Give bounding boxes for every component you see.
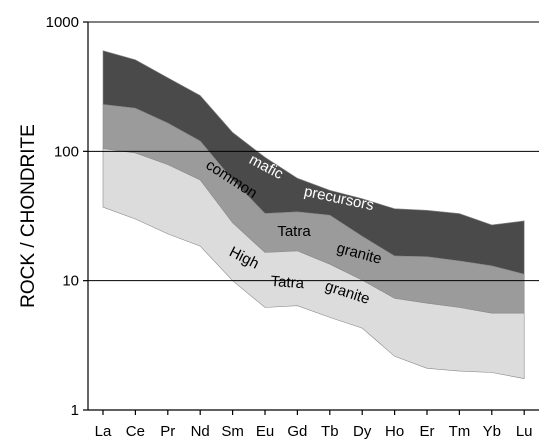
x-tick-label-Gd: Gd bbox=[287, 423, 307, 440]
x-tick-label-Pr: Pr bbox=[160, 423, 175, 440]
y-tick-label-1: 1 bbox=[71, 402, 79, 419]
x-tick-label-Eu: Eu bbox=[256, 423, 274, 440]
tick-layer: 1 10 100 1000 La Ce Pr Nd Sm Eu Gd Tb Dy Ho Er Tm Yb Lu bbox=[46, 14, 533, 440]
x-tick-label-Ce: Ce bbox=[126, 423, 145, 440]
annotation-tatra: Tatra bbox=[270, 273, 305, 292]
x-tick-label-Yb: Yb bbox=[483, 423, 501, 440]
grid-layer bbox=[88, 21, 539, 282]
band-layer bbox=[102, 50, 525, 379]
y-tick-label-10: 10 bbox=[62, 273, 79, 290]
x-tick-label-Nd: Nd bbox=[191, 423, 210, 440]
y-tick-label-100: 100 bbox=[54, 143, 79, 160]
y-axis-label: ROCK / CHONDRITE bbox=[18, 124, 39, 308]
x-tick-label-Tb: Tb bbox=[321, 423, 339, 440]
x-tick-label-Tm: Tm bbox=[449, 423, 471, 440]
y-tick-label-1000: 1000 bbox=[46, 14, 79, 31]
x-tick-label-Dy: Dy bbox=[353, 423, 372, 440]
x-tick-label-Lu: Lu bbox=[516, 423, 533, 440]
x-tick-label-Sm: Sm bbox=[221, 423, 244, 440]
annotation-tatra: Tatra bbox=[277, 223, 311, 240]
band-high-tatra-granite bbox=[102, 148, 525, 379]
x-tick-label-Ho: Ho bbox=[385, 423, 404, 440]
x-tick-label-Er: Er bbox=[420, 423, 435, 440]
axes-layer bbox=[87, 22, 539, 411]
x-tick-label-La: La bbox=[95, 423, 112, 440]
